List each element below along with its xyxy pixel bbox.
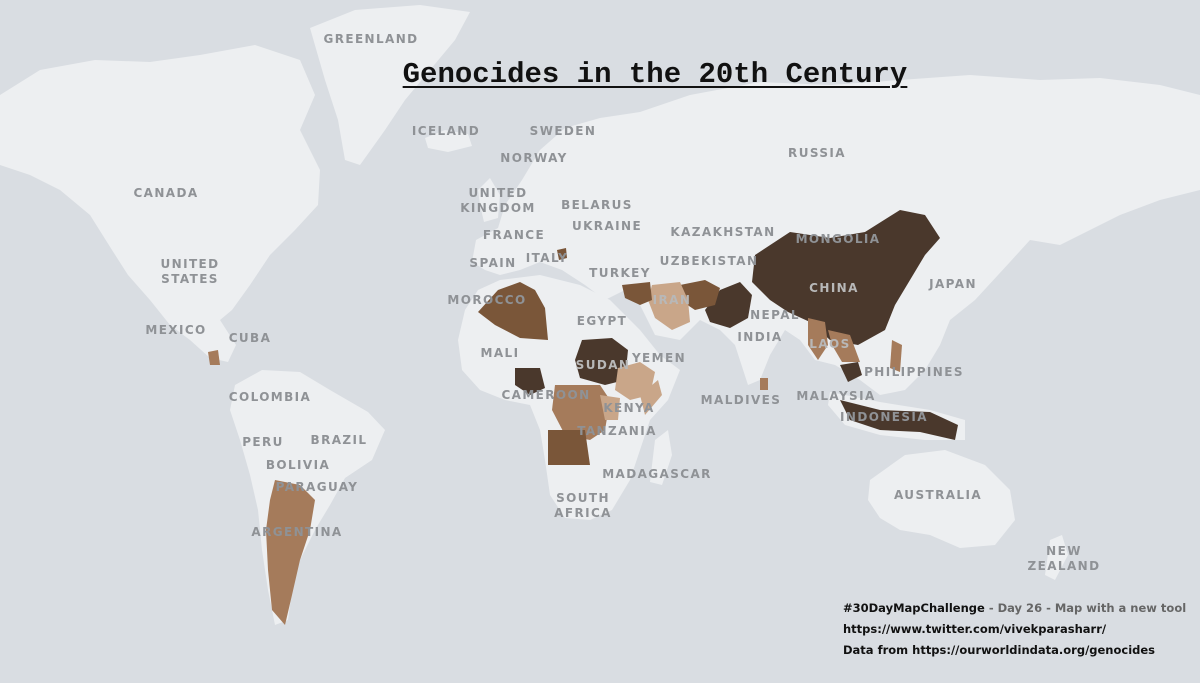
label-kazakhstan: KAZAKHSTAN — [670, 225, 776, 239]
label-new-zealand: NEW ZEALAND — [1027, 544, 1101, 573]
landmass-greenland — [310, 5, 470, 165]
label-iran: IRAN — [652, 293, 692, 307]
label-paraguay: PARAGUAY — [275, 480, 359, 494]
label-brazil: BRAZIL — [310, 433, 368, 447]
label-bolivia: BOLIVIA — [265, 458, 331, 472]
country-guatemala[interactable] — [208, 350, 220, 365]
country-iran[interactable] — [648, 282, 690, 330]
label-india: INDIA — [737, 330, 783, 344]
landmass-madagascar — [650, 430, 672, 485]
country-somalia[interactable] — [640, 380, 662, 415]
label-peru: PERU — [242, 435, 284, 449]
country-sudan[interactable] — [575, 338, 628, 385]
landmass-north-america — [0, 45, 320, 362]
country-angola[interactable] — [548, 430, 590, 465]
label-united-states: UNITED STATES — [160, 257, 220, 286]
label-colombia: COLOMBIA — [228, 390, 312, 404]
country-algeria[interactable] — [478, 282, 548, 340]
label-russia: RUSSIA — [788, 146, 846, 160]
label-indonesia: INDONESIA — [840, 410, 928, 424]
country-philippines[interactable] — [890, 340, 902, 372]
label-sudan: SUDAN — [575, 358, 631, 372]
label-canada: CANADA — [133, 186, 199, 200]
highlighted-countries — [208, 210, 958, 625]
landmass-japan — [925, 230, 968, 315]
country-myanmar[interactable] — [808, 318, 828, 360]
country-argentina[interactable] — [266, 480, 315, 625]
label-norway: NORWAY — [500, 151, 568, 165]
label-mongolia: MONGOLIA — [795, 232, 881, 246]
label-mali: MALI — [480, 346, 520, 360]
country-pakistan[interactable] — [705, 282, 752, 328]
country-indonesia[interactable] — [840, 400, 958, 440]
label-egypt: EGYPT — [576, 314, 628, 328]
label-italy: ITALY — [525, 251, 569, 265]
label-france: FRANCE — [482, 228, 546, 242]
country-afghanistan[interactable] — [680, 280, 720, 310]
country-laos-vietnam[interactable] — [828, 330, 860, 362]
label-morocco: MOROCCO — [447, 293, 527, 307]
country-drc[interactable] — [552, 385, 610, 440]
label-sweden: SWEDEN — [529, 124, 597, 138]
credit-challenge: #30DayMapChallenge - Day 26 - Map with a… — [843, 598, 1186, 619]
country-cambodia[interactable] — [840, 362, 862, 382]
label-turkey: TURKEY — [589, 266, 651, 280]
country-sri-lanka[interactable] — [760, 378, 768, 390]
label-tanzania: TANZANIA — [577, 424, 657, 438]
label-belarus: BELARUS — [561, 198, 633, 212]
label-japan: JAPAN — [929, 277, 977, 291]
country-iraq-syria[interactable] — [622, 282, 652, 305]
label-south-africa: SOUTH AFRICA — [554, 491, 612, 520]
challenge-tag: #30DayMapChallenge — [843, 601, 985, 615]
label-uzbekistan: UZBEKISTAN — [659, 254, 759, 268]
credit-source[interactable]: Data from https://ourworldindata.org/gen… — [843, 643, 1156, 657]
country-bosnia[interactable] — [557, 248, 567, 260]
country-china[interactable] — [752, 210, 940, 345]
label-laos: LAOS — [809, 337, 851, 351]
country-uganda-rwanda[interactable] — [600, 395, 620, 420]
landmass-great-britain — [478, 178, 500, 222]
landmass-new-zealand — [1045, 535, 1068, 580]
label-cuba: CUBA — [228, 331, 272, 345]
label-kenya: KENYA — [603, 401, 655, 415]
label-china: CHINA — [809, 281, 859, 295]
country-nigeria[interactable] — [515, 368, 545, 395]
label-nepal: NEPAL — [750, 308, 800, 322]
label-ukraine: UKRAINE — [571, 219, 643, 233]
landmass-australia — [868, 450, 1015, 548]
label-maldives: MALDIVES — [700, 393, 782, 407]
label-yemen: YEMEN — [631, 351, 687, 365]
landmass-iceland — [425, 130, 472, 152]
label-argentina: ARGENTINA — [251, 525, 343, 539]
label-australia: AUSTRALIA — [893, 488, 983, 502]
country-ethiopia[interactable] — [615, 362, 655, 400]
label-malaysia: MALAYSIA — [796, 389, 876, 403]
label-philippines: PHILIPPINES — [864, 365, 964, 379]
challenge-subtitle: - Day 26 - Map with a new tool — [984, 601, 1187, 615]
label-iceland: ICELAND — [411, 124, 481, 138]
map-credits: #30DayMapChallenge - Day 26 - Map with a… — [843, 598, 1186, 661]
label-mexico: MEXICO — [145, 323, 207, 337]
label-cameroon: CAMEROON — [501, 388, 591, 402]
label-greenland: GREENLAND — [323, 32, 419, 46]
map-title: Genocides in the 20th Century — [402, 58, 908, 91]
credit-twitter[interactable]: https://www.twitter.com/vivekparasharr/ — [843, 622, 1107, 636]
label-spain: SPAIN — [469, 256, 517, 270]
label-madagascar: MADAGASCAR — [602, 467, 712, 481]
label-united-kingdom: UNITED KINGDOM — [460, 186, 536, 215]
